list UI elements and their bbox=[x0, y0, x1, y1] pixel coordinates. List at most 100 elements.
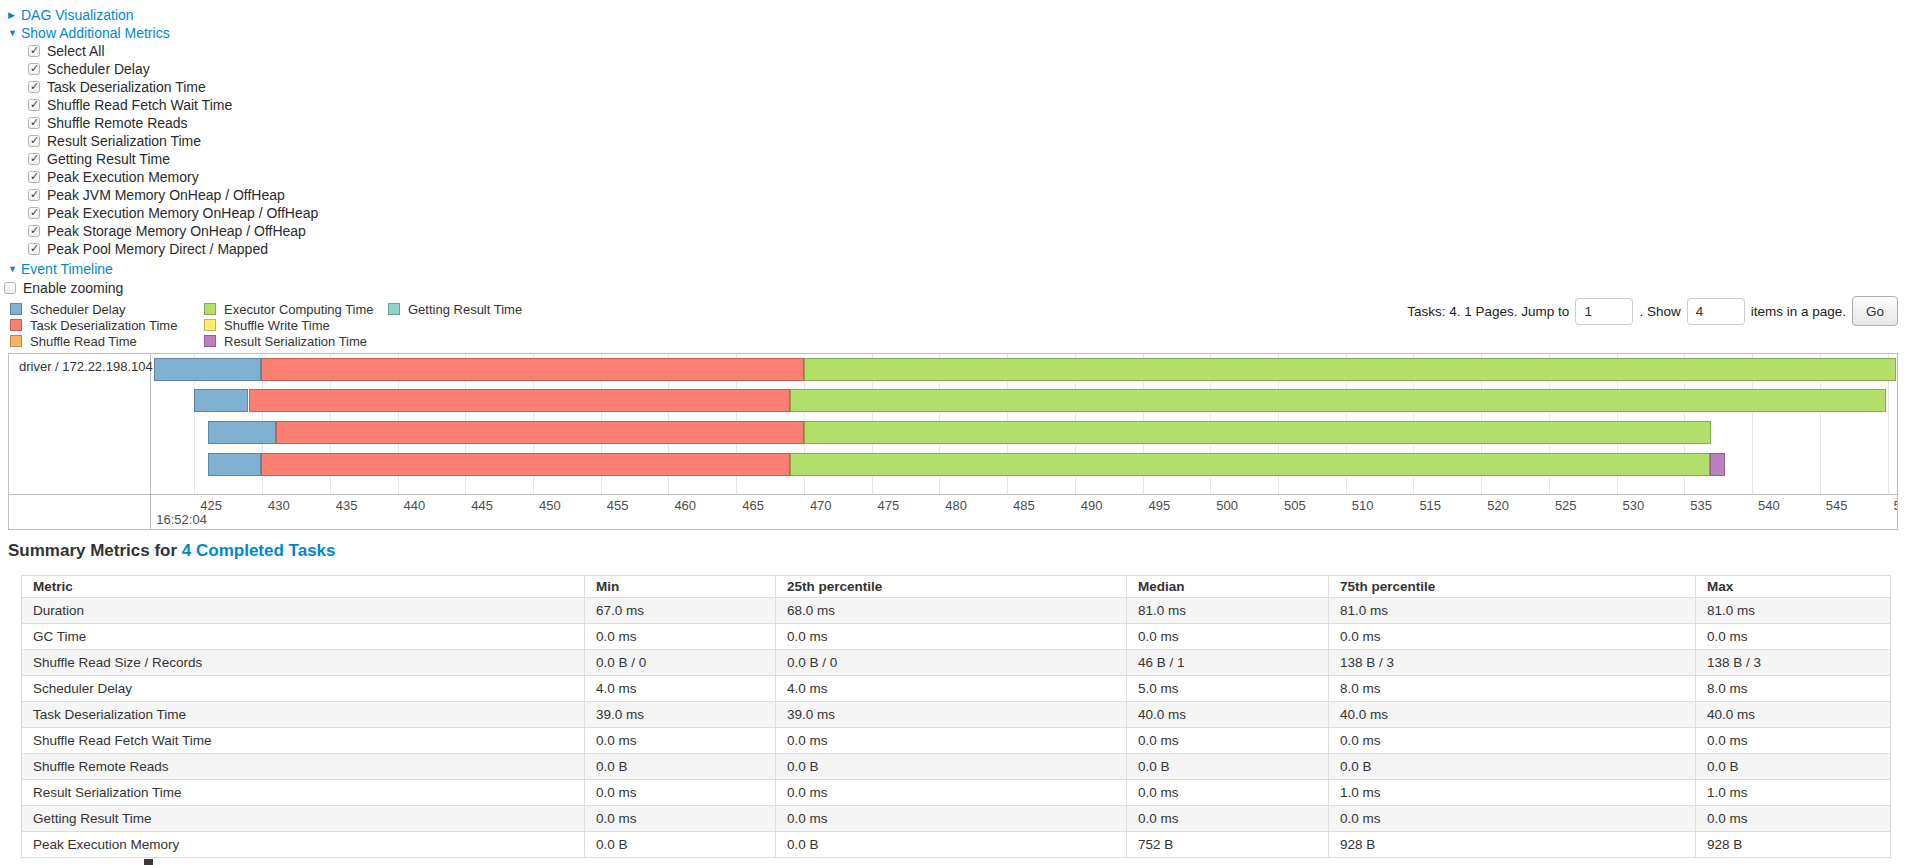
metric-value-cell: 0.0 B bbox=[1329, 754, 1696, 780]
checkbox-shuffle-remote-reads[interactable] bbox=[28, 117, 40, 129]
task-bar-segment-executor-computing[interactable] bbox=[790, 453, 1710, 476]
enable-zooming-checkbox[interactable] bbox=[4, 282, 16, 294]
legend-label: Getting Result Time bbox=[408, 302, 522, 317]
axis-tick-label: 475 bbox=[878, 498, 900, 513]
legend-column: Executor Computing TimeShuffle Write Tim… bbox=[204, 301, 388, 349]
legend-label: Task Deserialization Time bbox=[30, 318, 177, 333]
axis-tick-label: 545 bbox=[1826, 498, 1848, 513]
chevron-right-icon: ▶ bbox=[8, 10, 21, 20]
metric-checkbox-row: Select All bbox=[28, 42, 318, 60]
table-row-shuffle-read-fetch-wait-time: Shuffle Read Fetch Wait Time0.0 ms0.0 ms… bbox=[22, 728, 1891, 754]
dag-visualization-label: DAG Visualization bbox=[21, 7, 134, 23]
checkbox-result-serialization-time[interactable] bbox=[28, 135, 40, 147]
checkbox-label-peak-storage-memory-onheap-offheap: Peak Storage Memory OnHeap / OffHeap bbox=[47, 223, 306, 239]
checkbox-label-peak-jvm-memory-onheap-offheap: Peak JVM Memory OnHeap / OffHeap bbox=[47, 187, 285, 203]
metric-value-cell: 928 B bbox=[1696, 832, 1891, 858]
metric-value-cell: 81.0 ms bbox=[1329, 598, 1696, 624]
metric-value-cell: 0.0 ms bbox=[776, 780, 1127, 806]
metric-value-cell: 138 B / 3 bbox=[1696, 650, 1891, 676]
metric-name-cell: Shuffle Read Fetch Wait Time bbox=[22, 728, 585, 754]
metric-name-cell: Shuffle Read Size / Records bbox=[22, 650, 585, 676]
legend-column: Getting Result Time bbox=[388, 301, 522, 349]
task-bar-segment-scheduler-delay[interactable] bbox=[208, 421, 276, 444]
task-bar-segment-task-deserialization[interactable] bbox=[261, 358, 804, 381]
checkbox-select-all[interactable] bbox=[28, 45, 40, 57]
metric-checkbox-row: Shuffle Remote Reads bbox=[28, 114, 318, 132]
metric-value-cell: 0.0 ms bbox=[1127, 806, 1329, 832]
task-bar-segment-executor-computing[interactable] bbox=[790, 389, 1886, 412]
event-timeline-toggle[interactable]: ▼ Event Timeline bbox=[8, 260, 113, 278]
metric-value-cell: 46 B / 1 bbox=[1127, 650, 1329, 676]
column-header-max: Max bbox=[1696, 576, 1891, 598]
items-per-page-input[interactable] bbox=[1687, 298, 1745, 325]
metric-name-cell: Getting Result Time bbox=[22, 806, 585, 832]
chevron-down-icon: ▼ bbox=[8, 264, 21, 274]
checkbox-peak-jvm-memory-onheap-offheap[interactable] bbox=[28, 189, 40, 201]
task-bar-segment-task-deserialization[interactable] bbox=[261, 453, 791, 476]
checkbox-label-getting-result-time: Getting Result Time bbox=[47, 151, 170, 167]
chevron-down-icon: ▼ bbox=[8, 28, 21, 38]
timeline-plot: 4254304354404454504554604654704754804854… bbox=[151, 354, 1897, 529]
checkbox-peak-execution-memory-onheap-offheap[interactable] bbox=[28, 207, 40, 219]
table-row-task-deserialization-time: Task Deserialization Time39.0 ms39.0 ms4… bbox=[22, 702, 1891, 728]
metric-value-cell: 5.0 ms bbox=[1127, 676, 1329, 702]
task-bar-segment-executor-computing[interactable] bbox=[804, 421, 1712, 444]
task-bar-segment-task-deserialization[interactable] bbox=[249, 389, 791, 412]
show-additional-metrics-toggle[interactable]: ▼ Show Additional Metrics bbox=[8, 24, 170, 42]
metric-value-cell: 39.0 ms bbox=[585, 702, 776, 728]
legend-item-executor-computing-time: Executor Computing Time bbox=[204, 301, 388, 317]
checkbox-shuffle-read-fetch-wait-time[interactable] bbox=[28, 99, 40, 111]
metric-value-cell: 4.0 ms bbox=[776, 676, 1127, 702]
axis-tick-label: 490 bbox=[1081, 498, 1103, 513]
jump-to-page-input[interactable] bbox=[1575, 298, 1633, 325]
metric-checkbox-row: Result Serialization Time bbox=[28, 132, 318, 150]
task-bar-segment-result-serialization[interactable] bbox=[1710, 453, 1725, 476]
axis-tick-label: 505 bbox=[1284, 498, 1306, 513]
metric-value-cell: 1.0 ms bbox=[1329, 780, 1696, 806]
task-bar-segment-scheduler-delay[interactable] bbox=[208, 453, 261, 476]
event-timeline-chart: driver / 172.22.198.104 4254304354404454… bbox=[8, 353, 1898, 530]
column-header-min: Min bbox=[585, 576, 776, 598]
task-bar-segment-task-deserialization[interactable] bbox=[276, 421, 804, 444]
summary-metrics-heading-text: Summary Metrics for bbox=[8, 541, 182, 560]
task-bar-segment-scheduler-delay[interactable] bbox=[154, 358, 261, 381]
metric-checkbox-row: Shuffle Read Fetch Wait Time bbox=[28, 96, 318, 114]
checkbox-peak-storage-memory-onheap-offheap[interactable] bbox=[28, 225, 40, 237]
table-row-shuffle-remote-reads: Shuffle Remote Reads0.0 B0.0 B0.0 B0.0 B… bbox=[22, 754, 1891, 780]
axis-tick-label: 510 bbox=[1352, 498, 1374, 513]
metric-value-cell: 0.0 ms bbox=[776, 806, 1127, 832]
checkbox-task-deserialization-time[interactable] bbox=[28, 81, 40, 93]
axis-tick-label: 495 bbox=[1149, 498, 1171, 513]
legend-swatch-icon bbox=[10, 335, 22, 347]
axis-tick-label: 515 bbox=[1419, 498, 1441, 513]
metric-value-cell: 68.0 ms bbox=[776, 598, 1127, 624]
metric-value-cell: 0.0 ms bbox=[585, 728, 776, 754]
axis-tick-label: 440 bbox=[404, 498, 426, 513]
metric-value-cell: 0.0 B / 0 bbox=[776, 650, 1127, 676]
checkbox-label-select-all: Select All bbox=[47, 43, 105, 59]
checkbox-label-peak-execution-memory: Peak Execution Memory bbox=[47, 169, 199, 185]
task-bar-segment-scheduler-delay[interactable] bbox=[194, 389, 248, 412]
column-header-75th-percentile: 75th percentile bbox=[1329, 576, 1696, 598]
task-bar-segment-executor-computing[interactable] bbox=[804, 358, 1896, 381]
metric-value-cell: 0.0 ms bbox=[1696, 728, 1891, 754]
checkbox-peak-execution-memory[interactable] bbox=[28, 171, 40, 183]
metric-value-cell: 0.0 B bbox=[585, 754, 776, 780]
legend-column: Scheduler DelayTask Deserialization Time… bbox=[10, 301, 204, 349]
axis-tick-label: 435 bbox=[336, 498, 358, 513]
column-header-metric: Metric bbox=[22, 576, 585, 598]
timeline-group-column: driver / 172.22.198.104 bbox=[9, 354, 151, 529]
table-row-duration: Duration67.0 ms68.0 ms81.0 ms81.0 ms81.0… bbox=[22, 598, 1891, 624]
table-row-scheduler-delay: Scheduler Delay4.0 ms4.0 ms5.0 ms8.0 ms8… bbox=[22, 676, 1891, 702]
metric-checkbox-row: Peak Execution Memory OnHeap / OffHeap bbox=[28, 204, 318, 222]
dag-visualization-toggle[interactable]: ▶ DAG Visualization bbox=[8, 6, 134, 24]
table-header-row: MetricMin25th percentileMedian75th perce… bbox=[22, 576, 1891, 598]
checkbox-getting-result-time[interactable] bbox=[28, 153, 40, 165]
legend-label: Scheduler Delay bbox=[30, 302, 125, 317]
checkbox-scheduler-delay[interactable] bbox=[28, 63, 40, 75]
metric-value-cell: 0.0 ms bbox=[585, 780, 776, 806]
checkbox-peak-pool-memory-direct-mapped[interactable] bbox=[28, 243, 40, 255]
completed-tasks-link[interactable]: 4 Completed Tasks bbox=[182, 541, 336, 560]
axis-tick-label: 535 bbox=[1690, 498, 1712, 513]
go-button[interactable]: Go bbox=[1852, 296, 1898, 326]
